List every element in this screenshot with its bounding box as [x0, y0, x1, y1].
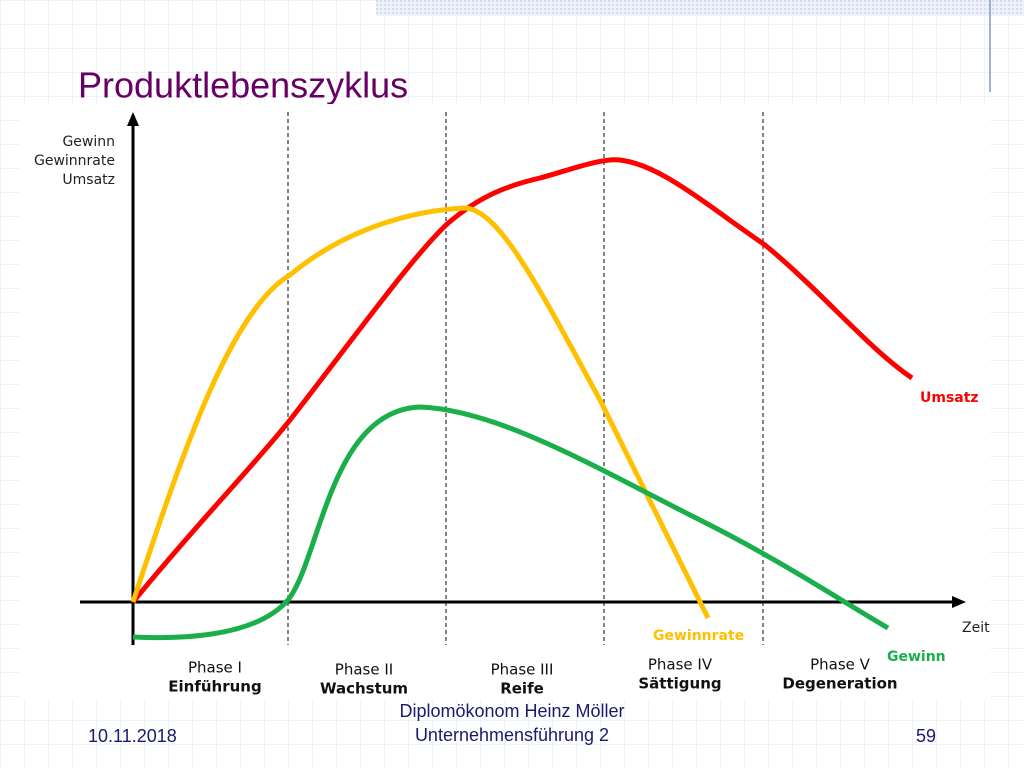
- top-band: [376, 0, 1024, 16]
- y-label-line: Gewinn: [62, 134, 115, 150]
- y-label-line: Gewinnrate: [34, 153, 115, 169]
- gewinnrate-label: Gewinnrate: [653, 628, 744, 644]
- phase-name: Phase I: [188, 659, 242, 677]
- umsatz-curve: [131, 157, 914, 604]
- y-axis-label: Gewinn Gewinnrate Umsatz: [34, 134, 115, 188]
- phase-label: Degeneration: [782, 675, 897, 693]
- gewinn-curve: [132, 404, 890, 641]
- footer-date: 10.11.2018: [88, 726, 177, 746]
- gewinnrate-curve: [130, 205, 711, 620]
- x-arrow: [952, 596, 966, 608]
- footer: 10.11.2018 Diplomökonom Heinz Möller Unt…: [88, 701, 936, 746]
- phase-label: Sättigung: [638, 675, 721, 693]
- gewinn-label: Gewinn: [887, 649, 946, 665]
- footer-course: Unternehmensführung 2: [415, 725, 609, 745]
- phase-name: Phase II: [335, 661, 393, 679]
- diagram-area: [20, 104, 990, 700]
- axes: [80, 120, 958, 645]
- phase-label: Wachstum: [320, 680, 408, 698]
- phase-name: Phase IV: [648, 656, 713, 674]
- slide-title: Produktlebenszyklus: [78, 65, 408, 106]
- phase-label: Reife: [500, 680, 544, 698]
- phase-labels: Phase I Einführung Phase II Wachstum Pha…: [168, 656, 897, 698]
- phase-name: Phase III: [491, 661, 554, 679]
- y-label-line: Umsatz: [62, 172, 115, 188]
- phase-label: Einführung: [168, 678, 261, 696]
- umsatz-label: Umsatz: [920, 390, 979, 406]
- y-arrow: [127, 112, 139, 126]
- phase-name: Phase V: [810, 656, 871, 674]
- x-axis-label: Zeit: [962, 620, 990, 636]
- footer-author: Diplomökonom Heinz Möller: [399, 701, 624, 721]
- footer-page: 59: [916, 726, 936, 746]
